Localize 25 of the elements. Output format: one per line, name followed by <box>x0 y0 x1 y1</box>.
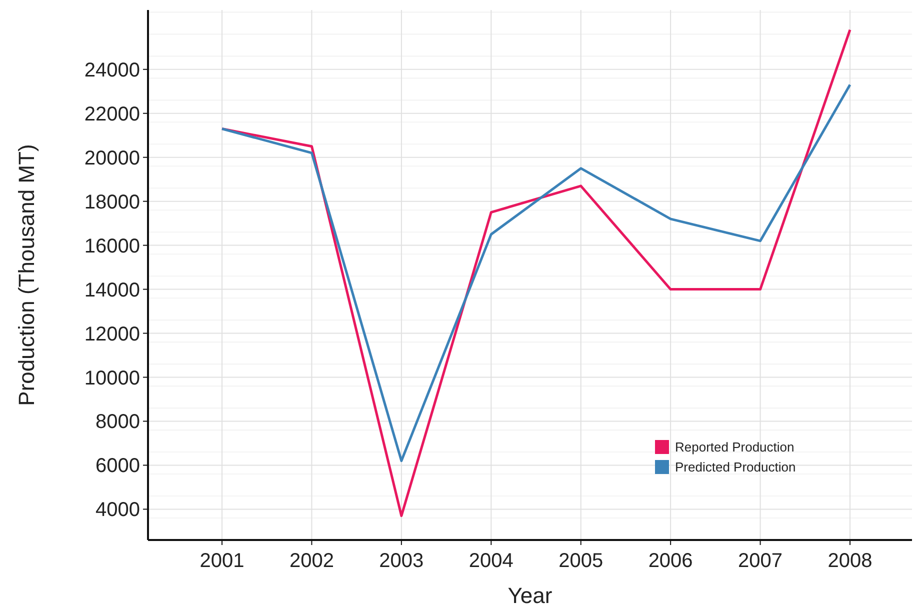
legend-label: Predicted Production <box>675 460 796 475</box>
y-tick-label: 14000 <box>84 279 140 302</box>
y-tick-label: 12000 <box>84 323 140 346</box>
y-tick-label: 22000 <box>84 103 140 126</box>
x-axis-title: Year <box>508 583 552 607</box>
legend-label: Reported Production <box>675 440 794 455</box>
y-tick-label: 4000 <box>96 499 140 522</box>
y-tick-label: 18000 <box>84 191 140 214</box>
x-tick-label: 2006 <box>648 550 693 572</box>
x-tick-label: 2008 <box>828 550 872 572</box>
x-tick-label: 2004 <box>468 550 514 572</box>
y-tick-label: 20000 <box>84 147 140 170</box>
y-axis-title: Production (Thousand MT) <box>14 144 39 406</box>
x-tick-label: 2002 <box>289 550 334 572</box>
x-tick-label: 2001 <box>200 550 244 572</box>
y-tick-label: 6000 <box>96 455 140 478</box>
x-tick-label: 2007 <box>738 550 783 572</box>
y-tick-label: 10000 <box>84 367 140 390</box>
line-series <box>220 28 852 518</box>
line-series <box>220 84 852 462</box>
y-tick-label: 8000 <box>96 411 140 434</box>
x-tick-label: 2003 <box>379 550 424 572</box>
y-tick-label: 16000 <box>84 235 140 258</box>
x-tick-label: 2005 <box>558 550 604 572</box>
y-tick-label: 24000 <box>84 59 140 82</box>
